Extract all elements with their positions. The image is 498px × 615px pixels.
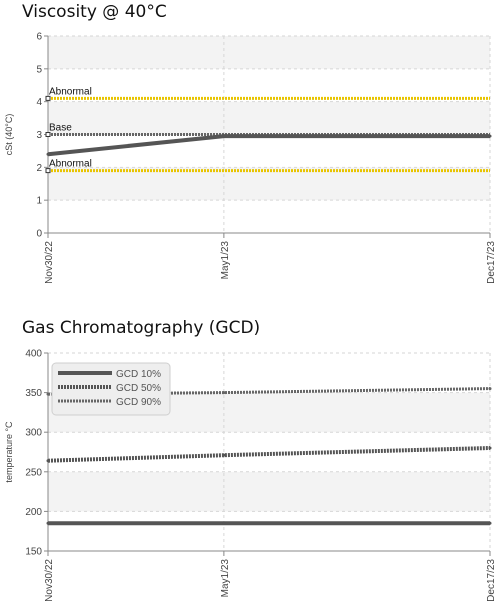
legend-label: GCD 10% [116,369,161,380]
plot-band [48,101,490,135]
data-point [46,392,50,396]
data-point [488,521,492,525]
y-axis-title: cSt (40°C) [4,114,14,156]
data-point [488,446,492,450]
data-point [222,391,226,395]
legend-label: GCD 90% [116,397,161,408]
data-point [222,453,226,457]
chart-title: Viscosity @ 40°C [22,2,167,22]
data-point [488,134,492,138]
plot-band [48,471,490,512]
data-point [46,459,50,463]
plot-band [48,36,490,69]
y-axis-title: temperature °C [4,421,14,483]
y-tick-label: 6 [36,32,42,43]
chart-title: Gas Chromatography (GCD) [22,318,261,338]
data-point [46,152,50,156]
reference-label: Base [49,123,72,134]
legend-label: GCD 50% [116,383,161,394]
viscosity-chart-svg: 0 1 2 3 4 5 6 Nov30/22 May1/23 Dec17/23 cSt (40°C)… [4,32,497,284]
x-tick-label: May1/23 [220,241,231,280]
x-tick-label: Nov30/22 [44,559,55,602]
y-tick-label: 3 [36,130,42,141]
reference-label: Abnormal [49,159,92,170]
y-tick-label: 4 [36,97,42,108]
data-point [488,387,492,391]
y-tick-label: 1 [36,196,42,207]
data-point [222,521,226,525]
plot-band [48,200,490,233]
y-tick-label: 150 [25,547,42,558]
y-tick-label: 300 [25,428,42,439]
y-tick-label: 400 [25,349,42,360]
y-tick-label: 0 [36,229,42,240]
reference-marker [45,132,51,137]
data-point [222,134,226,138]
x-tick-label: Nov30/22 [44,241,55,284]
reference-marker [45,95,51,101]
plot-band [48,511,490,551]
viscosity-chart: Viscosity @ 40°C 0 1 2 3 4 5 6 Nov30/22 May1/23 D… [0,0,498,300]
y-tick-label: 2 [36,163,42,174]
x-tick-label: May1/23 [220,559,231,598]
y-tick-label: 200 [25,507,42,518]
y-tick-label: 350 [25,388,42,399]
reference-label: Abnormal [49,86,92,97]
y-tick-label: 5 [36,64,42,75]
y-tick-label: 250 [25,467,42,478]
plot-band [48,134,490,168]
data-point [46,521,50,525]
plot-band [48,68,490,102]
plot-band [48,432,490,472]
reference-marker [45,168,51,174]
plot-band [48,167,490,201]
x-tick-label: Dec17/23 [486,241,497,284]
gcd-chart: Gas Chromatography (GCD) 150 200 250 300 350… [0,316,498,615]
gcd-chart-svg: 150 200 250 300 350 400 Nov30/22 May1/23 Dec17/2… [4,349,497,602]
x-tick-label: Dec17/23 [486,559,497,602]
